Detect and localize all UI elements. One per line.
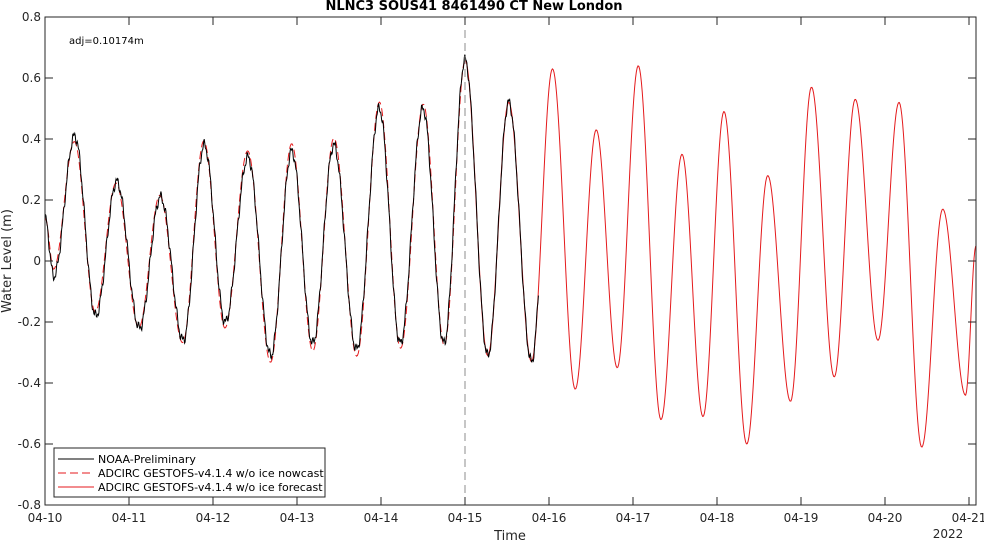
legend: NOAA-Preliminary ADCIRC GESTOFS-v4.1.4 w… [53,447,326,498]
x-tick-label: 04-13 [280,511,315,525]
y-tick-label: 0.8 [22,10,41,24]
y-tick-label: 0.6 [22,71,41,85]
x-tick-label: 04-15 [448,511,483,525]
y-tick-label: -0.8 [18,498,41,512]
x-tick-label: 04-21 [952,511,984,525]
x-tick-label: 04-16 [532,511,567,525]
x-tick-label: 04-19 [784,511,819,525]
y-tick-label: 0.4 [22,132,41,146]
year-label: 2022 [933,527,964,541]
x-tick-label: 04-17 [616,511,651,525]
y-tick-label: 0.2 [22,193,41,207]
chart-title: NLNC3 SOUS41 8461490 CT New London [325,0,622,14]
x-axis-label: Time [493,529,526,541]
legend-label-noaa: NOAA-Preliminary [98,453,196,466]
series-layer [44,17,977,505]
series-noaa-line [44,54,539,363]
legend-box [53,447,326,498]
x-tick-label: 04-11 [112,511,147,525]
x-tick-label: 04-12 [196,511,231,525]
y-tick-label: -0.6 [18,437,41,451]
y-axis-label: Water Level (m) [0,209,15,313]
x-tick-label: 04-10 [28,511,63,525]
series-forecast-line [464,59,977,448]
adjustment-annotation: adj=0.10174m [69,36,144,47]
plot-area [45,17,976,505]
axes-layer: -0.8 -0.6 -0.4 -0.2 0 0.2 0.4 0.6 0.8 04-10 04-11 0… [18,10,984,525]
y-tick-label: 0 [33,254,41,268]
legend-label-nowcast: ADCIRC GESTOFS-v4.1.4 w/o ice nowcast [98,467,324,480]
x-tick-label: 04-14 [364,511,399,525]
y-tick-label: -0.4 [18,376,41,390]
legend-label-forecast: ADCIRC GESTOFS-v4.1.4 w/o ice forecast [98,481,323,494]
y-tick-label: -0.2 [18,315,41,329]
x-tick-label: 04-20 [868,511,903,525]
x-tick-label: 04-18 [700,511,735,525]
